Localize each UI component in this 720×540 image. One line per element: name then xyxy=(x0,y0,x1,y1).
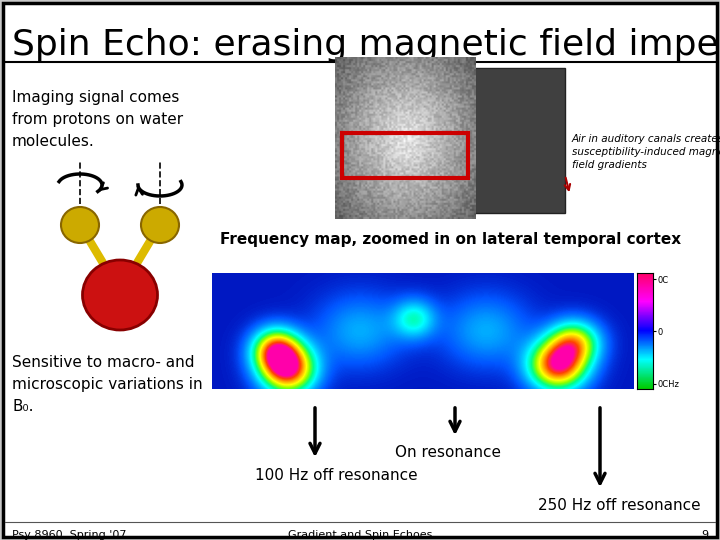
Bar xyxy=(390,68,565,213)
Text: 250 Hz off resonance: 250 Hz off resonance xyxy=(538,498,701,513)
Text: 100 Hz off resonance: 100 Hz off resonance xyxy=(255,468,418,483)
Text: Gradient and Spin Echoes: Gradient and Spin Echoes xyxy=(288,530,432,540)
Text: Air in auditory canals creates
susceptibility-induced magnetic
field gradients: Air in auditory canals creates susceptib… xyxy=(572,133,720,170)
Text: On resonance: On resonance xyxy=(395,445,501,460)
Text: Psy 8960, Spring '07: Psy 8960, Spring '07 xyxy=(12,530,127,540)
Text: Spin Echo: erasing magnetic field imperfections: Spin Echo: erasing magnetic field imperf… xyxy=(12,28,720,62)
Bar xyxy=(342,133,468,178)
Text: Sensitive to macro- and
microscopic variations in
B₀.: Sensitive to macro- and microscopic vari… xyxy=(12,355,202,414)
Text: 9: 9 xyxy=(701,530,708,540)
Text: Frequency map, zoomed in on lateral temporal cortex: Frequency map, zoomed in on lateral temp… xyxy=(220,232,681,247)
Ellipse shape xyxy=(83,260,158,330)
Text: Imaging signal comes
from protons on water
molecules.: Imaging signal comes from protons on wat… xyxy=(12,90,183,150)
Ellipse shape xyxy=(61,207,99,243)
Ellipse shape xyxy=(141,207,179,243)
